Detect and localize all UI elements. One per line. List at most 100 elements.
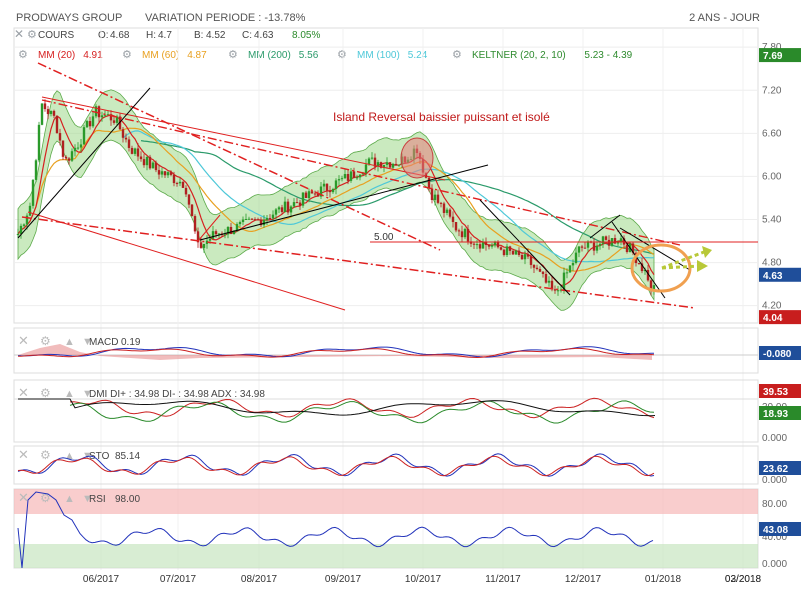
macd-signal-line (17, 347, 655, 359)
candle-body (508, 246, 512, 251)
candle-body (55, 115, 59, 134)
arrow-up-icon[interactable]: ▲ (64, 336, 75, 348)
candle-body (169, 172, 173, 175)
candle-body (271, 214, 275, 219)
mm100-line (122, 130, 655, 263)
candle-body (643, 269, 647, 272)
candle-body (349, 171, 353, 181)
gear-icon[interactable]: ⚙ (40, 491, 51, 505)
sto-tick: 0.000 (762, 475, 787, 486)
candle-body (298, 202, 302, 206)
close-icon[interactable]: ✕ (18, 385, 29, 400)
panel-label: RSI (89, 494, 106, 505)
candle-body (88, 121, 92, 127)
price-tick: 4.80 (762, 258, 782, 269)
candle-body (538, 268, 542, 272)
rsi-tick: 40.00 (762, 532, 787, 543)
close-icon[interactable]: ✕ (18, 447, 29, 462)
candle-body (364, 164, 368, 174)
svg-text:⚙: ⚙ (27, 29, 37, 41)
candle-body (574, 252, 578, 264)
close-icon[interactable]: ✕ (14, 27, 24, 41)
x-tick: 09/2017 (325, 574, 362, 585)
candle-body (358, 174, 362, 178)
candle-body (433, 194, 437, 200)
candle-body (166, 172, 170, 176)
x-tick: 03/2018 (725, 574, 762, 585)
indicator-value: 5.23 - 4.39 (584, 50, 632, 61)
gear-icon[interactable]: ⚙ (40, 334, 51, 348)
candle-body (505, 246, 509, 256)
x-tick: 08/2017 (241, 574, 278, 585)
candle-body (61, 140, 65, 157)
adx-line (18, 398, 656, 417)
close-icon[interactable]: ✕ (18, 490, 29, 505)
candle-body (640, 263, 644, 272)
trend-lines (17, 62, 758, 311)
gear-icon[interactable]: ⚙ (18, 49, 28, 61)
arrow-up-icon[interactable]: ▲ (64, 493, 75, 505)
candle-body (292, 202, 296, 207)
gear-icon[interactable]: ⚙ (27, 29, 37, 41)
candle-body (79, 144, 83, 148)
candle-body (487, 244, 491, 247)
candle-body (367, 158, 371, 165)
panel-value: 0.19 (121, 337, 141, 348)
gear-icon[interactable]: ⚙ (337, 49, 347, 61)
candle-body (475, 244, 479, 246)
x-tick: 10/2017 (405, 574, 442, 585)
x-tick: 01/2018 (645, 574, 682, 585)
candle-body (130, 147, 134, 154)
panel-tag-value: 18.93 (763, 409, 788, 420)
price-tick: 6.60 (762, 128, 782, 139)
candle-body (373, 157, 377, 167)
candle-body (148, 156, 152, 169)
candle-body (568, 265, 572, 273)
di-minus-line (69, 400, 655, 424)
arrow-up-icon[interactable]: ▲ (64, 450, 75, 462)
candle-body (622, 238, 626, 245)
candle-body (493, 241, 497, 246)
gear-icon[interactable]: ⚙ (228, 49, 238, 61)
panel-tag (759, 384, 801, 398)
gear-icon[interactable]: ⚙ (40, 386, 51, 400)
candle-body (154, 162, 158, 171)
candle-body (280, 207, 284, 212)
candle-body (469, 241, 473, 244)
candle-body (49, 110, 53, 115)
gear-icon[interactable]: ⚙ (452, 49, 462, 61)
close-icon[interactable]: ✕ (18, 333, 29, 348)
candle-body (652, 285, 656, 290)
candle-body (601, 236, 605, 244)
arrow-up-icon[interactable]: ▲ (64, 388, 75, 400)
di-plus-line (69, 397, 655, 419)
arrow-down-icon[interactable]: ▼ (82, 336, 93, 348)
candle-body (175, 183, 179, 185)
candle-body (472, 243, 476, 245)
candle-body (247, 218, 251, 220)
candle-body (268, 217, 272, 219)
rsi-oversold-zone (14, 544, 758, 568)
candle-body (64, 156, 68, 159)
circle-highlight (630, 243, 692, 293)
candle-body (526, 254, 530, 257)
candle-body (259, 219, 263, 226)
rsi-overbought-zone (14, 489, 758, 514)
candle-body (331, 189, 335, 193)
price-tick: 7.20 (762, 85, 782, 96)
sto-panel (13, 445, 759, 485)
candle-body (586, 241, 590, 248)
candle-body (370, 157, 374, 159)
arrow-down-icon[interactable]: ▼ (82, 493, 93, 505)
candle-body (250, 218, 254, 220)
candle-body (94, 106, 98, 117)
arrow-up (661, 250, 705, 270)
candle-body (463, 228, 467, 238)
gear-icon[interactable]: ⚙ (40, 448, 51, 462)
candle-body (544, 274, 548, 283)
arrow-down-icon[interactable]: ▼ (82, 388, 93, 400)
price-tick: 7.80 (762, 42, 782, 53)
candle-body (451, 216, 455, 222)
candle-body (136, 148, 140, 157)
gear-icon[interactable]: ⚙ (122, 49, 132, 61)
